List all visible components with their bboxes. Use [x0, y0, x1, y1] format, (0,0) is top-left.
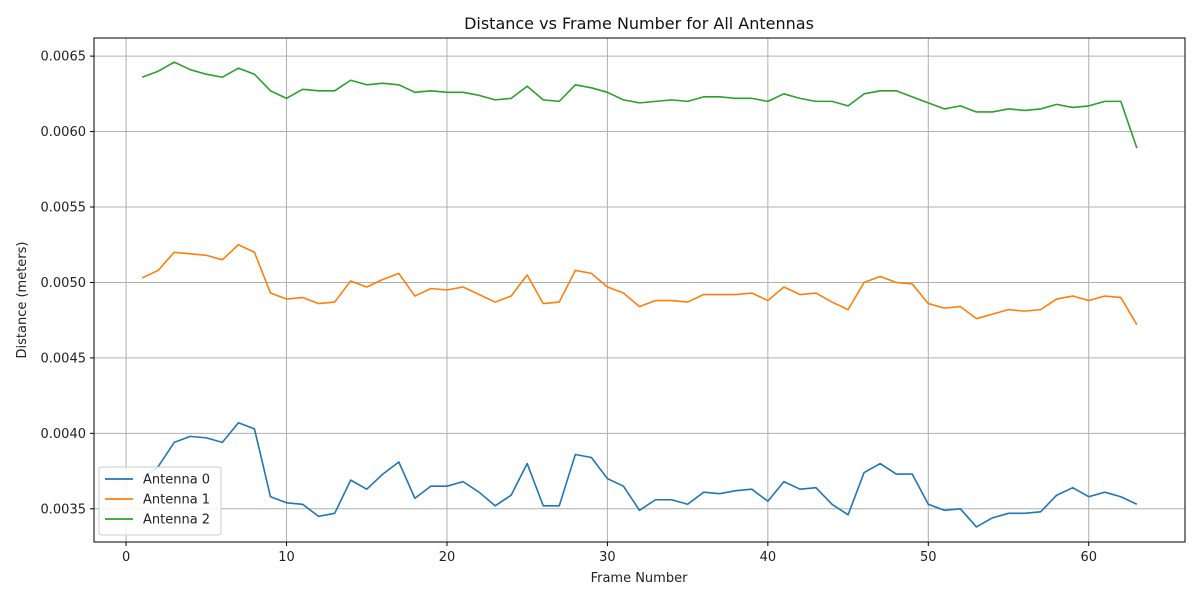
plot-frame — [93, 37, 1186, 543]
series-line-antenna-2 — [141, 61, 1138, 149]
y-tick-label: 0.0065 — [41, 50, 87, 65]
y-tick-label: 0.0050 — [41, 276, 87, 291]
x-tick-label: 50 — [920, 550, 937, 565]
series-line-antenna-1 — [141, 243, 1138, 326]
x-tick-label: 10 — [278, 550, 295, 565]
y-axis-label: Distance (meters) — [15, 242, 30, 359]
x-axis: 0 10 20 30 40 50 60 — [122, 542, 1097, 565]
y-tick-label: 0.0045 — [41, 351, 87, 366]
grid-lines — [94, 38, 1185, 542]
y-axis: 0.0035 0.0040 0.0045 0.0050 0.0055 0.0060 0.00… — [41, 50, 94, 517]
legend: Antenna 0 Antenna 1 Antenna 2 — [98, 466, 222, 536]
y-tick-label: 0.0060 — [41, 125, 87, 140]
x-tick-label: 60 — [1080, 550, 1097, 565]
legend-label: Antenna 2 — [143, 513, 210, 528]
x-tick-label: 40 — [760, 550, 777, 565]
x-tick-label: 0 — [122, 550, 130, 565]
x-tick-label: 20 — [439, 550, 456, 565]
series-lines — [141, 61, 1138, 528]
y-tick-label: 0.0040 — [41, 427, 87, 442]
legend-box — [98, 466, 222, 536]
y-tick-label: 0.0035 — [41, 502, 87, 517]
legend-label: Antenna 1 — [143, 493, 210, 508]
x-tick-label: 30 — [599, 550, 616, 565]
y-tick-label: 0.0055 — [41, 201, 87, 216]
series-line-antenna-0 — [141, 421, 1138, 528]
legend-label: Antenna 0 — [143, 473, 210, 488]
x-axis-label: Frame Number — [591, 571, 689, 586]
chart-title: Distance vs Frame Number for All Antenna… — [464, 14, 814, 33]
